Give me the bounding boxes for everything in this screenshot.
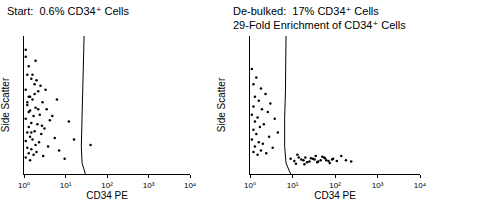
svg-text:Side Scatter: Side Scatter xyxy=(216,77,227,132)
svg-text:De-bulked: 17% CD34⁺ Cells29-: De-bulked: 17% CD34⁺ Cells29-Fold Enrich… xyxy=(233,5,406,31)
svg-text:CD34 PE: CD34 PE xyxy=(314,190,356,201)
svg-text:10⁴: 10⁴ xyxy=(414,181,427,190)
svg-text:Side Scatter: Side Scatter xyxy=(0,77,11,132)
svg-text:10²: 10² xyxy=(329,181,341,190)
svg-text:10¹: 10¹ xyxy=(287,181,299,190)
svg-text:10⁰: 10⁰ xyxy=(244,181,256,190)
svg-text:CD34 PE: CD34 PE xyxy=(86,190,128,201)
svg-text:10¹: 10¹ xyxy=(60,181,72,190)
svg-text:10³: 10³ xyxy=(143,181,155,190)
svg-text:10⁰: 10⁰ xyxy=(18,181,30,190)
svg-text:10²: 10² xyxy=(101,181,113,190)
svg-text:10⁴: 10⁴ xyxy=(184,181,197,190)
svg-text:10³: 10³ xyxy=(372,181,384,190)
svg-text:Start: 0.6% CD34⁺ Cells: Start: 0.6% CD34⁺ Cells xyxy=(7,5,129,17)
